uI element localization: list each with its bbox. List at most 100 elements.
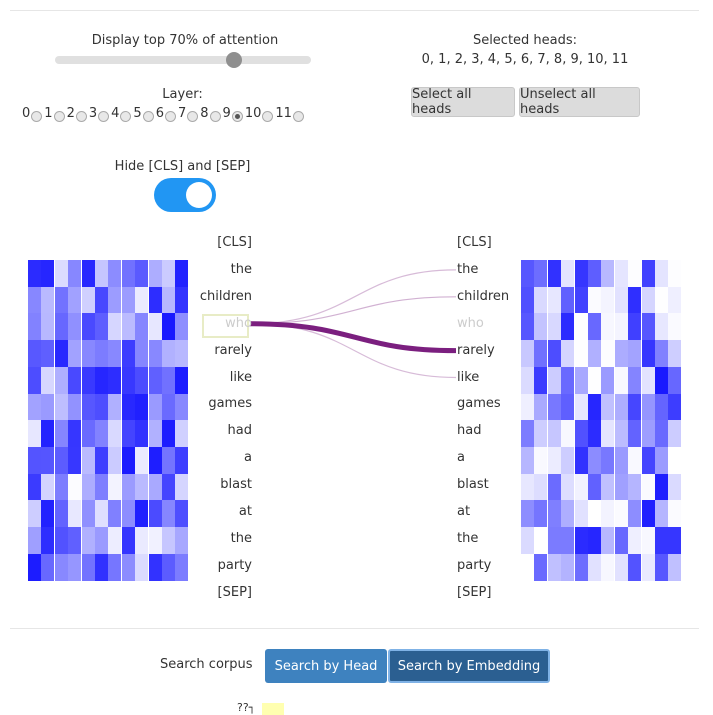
layer-radio-3[interactable]: 3 [89,106,110,122]
heatmap-cell[interactable] [561,313,575,341]
heatmap-cell[interactable] [668,260,682,287]
layer-radio-6[interactable]: 6 [156,106,176,122]
heatmap-cell[interactable] [588,313,601,341]
heatmap-cell[interactable] [534,340,548,368]
heatmap-cell[interactable] [534,286,548,314]
heatmap-cell[interactable] [534,473,548,501]
right-token[interactable]: like [457,369,480,385]
heatmap-cell[interactable] [521,313,534,341]
heatmap-cell[interactable] [162,393,175,421]
heatmap-cell[interactable] [162,527,175,554]
heatmap-cell[interactable] [162,420,175,448]
heatmap-cell[interactable] [68,473,82,501]
heatmap-cell[interactable] [641,527,655,554]
heatmap-cell[interactable] [135,473,149,501]
heatmap-cell[interactable] [534,366,548,394]
heatmap-cell[interactable] [588,500,601,528]
heatmap-cell[interactable] [162,553,175,581]
heatmap-cell[interactable] [534,313,548,341]
layer-radio-1[interactable]: 1 [44,106,65,122]
heatmap-cell[interactable] [601,446,615,474]
heatmap-cell[interactable] [95,286,108,314]
heatmap-cell[interactable] [108,286,122,314]
heatmap-cell[interactable] [668,313,682,341]
left-token[interactable]: rarely [214,342,252,358]
heatmap-cell[interactable] [601,553,615,581]
heatmap-cell[interactable] [54,553,68,581]
heatmap-cell[interactable] [561,420,575,448]
heatmap-cell[interactable] [68,286,82,314]
heatmap-cell[interactable] [81,553,95,581]
heatmap-cell[interactable] [81,420,95,448]
heatmap-cell[interactable] [41,286,55,314]
heatmap-cell[interactable] [641,286,655,314]
heatmap-cell[interactable] [521,473,534,501]
layer-radio-11[interactable]: 11 [275,106,304,122]
heatmap-cell[interactable] [534,260,548,287]
heatmap-cell[interactable] [668,473,682,501]
heatmap-cell[interactable] [81,260,95,287]
heatmap-cell[interactable] [135,527,149,554]
heatmap-cell[interactable] [135,446,149,474]
heatmap-cell[interactable] [135,340,149,368]
heatmap-cell[interactable] [108,446,122,474]
heatmap-cell[interactable] [68,553,82,581]
left-token[interactable]: games [208,396,252,412]
radio-button-icon[interactable] [262,111,274,122]
right-token[interactable]: had [457,423,482,439]
heatmap-cell[interactable] [68,393,82,421]
heatmap-cell[interactable] [668,500,682,528]
heatmap-cell[interactable] [534,500,548,528]
heatmap-cell[interactable] [588,286,601,314]
heatmap-cell[interactable] [95,500,108,528]
heatmap-cell[interactable] [81,366,95,394]
heatmap-cell[interactable] [28,260,41,287]
heatmap-cell[interactable] [81,313,95,341]
heatmap-cell[interactable] [574,260,588,287]
left-token[interactable]: children [199,288,252,304]
layer-radio-8[interactable]: 8 [200,106,221,122]
heatmap-cell[interactable] [547,473,561,501]
heatmap-cell[interactable] [641,473,655,501]
left-token[interactable]: [CLS] [217,235,252,250]
heatmap-cell[interactable] [628,473,642,501]
heatmap-cell[interactable] [655,260,668,287]
heatmap-cell[interactable] [54,313,68,341]
heatmap-cell[interactable] [668,286,682,314]
heatmap-cell[interactable] [574,553,588,581]
heatmap-cell[interactable] [175,553,189,581]
heatmap-cell[interactable] [108,553,122,581]
heatmap-cell[interactable] [148,446,162,474]
heatmap-cell[interactable] [175,500,189,528]
heatmap-cell[interactable] [162,260,175,287]
heatmap-cell[interactable] [54,393,68,421]
heatmap-cell[interactable] [175,340,189,368]
heatmap-cell[interactable] [614,473,628,501]
heatmap-cell[interactable] [68,420,82,448]
right-token[interactable]: children [457,288,510,304]
heatmap-cell[interactable] [521,420,534,448]
left-token[interactable]: a [244,450,252,466]
heatmap-cell[interactable] [547,500,561,528]
heatmap-cell[interactable] [641,393,655,421]
heatmap-cell[interactable] [521,340,534,368]
heatmap-cell[interactable] [534,420,548,448]
heatmap-cell[interactable] [121,313,135,341]
right-token[interactable]: who [457,315,484,331]
left-token[interactable]: the [230,261,252,277]
heatmap-cell[interactable] [95,366,108,394]
heatmap-cell[interactable] [574,527,588,554]
heatmap-cell[interactable] [81,340,95,368]
heatmap-cell[interactable] [135,553,149,581]
search-by-embedding-button[interactable]: Search by Embedding [388,649,550,683]
heatmap-cell[interactable] [81,500,95,528]
right-token[interactable]: blast [457,477,489,493]
heatmap-cell[interactable] [41,366,55,394]
left-token[interactable]: at [238,504,252,519]
heatmap-cell[interactable] [175,313,189,341]
radio-button-icon[interactable] [31,111,43,122]
layer-radio-7[interactable]: 7 [178,106,199,122]
heatmap-cell[interactable] [641,340,655,368]
heatmap-cell[interactable] [641,553,655,581]
heatmap-cell[interactable] [135,313,149,341]
